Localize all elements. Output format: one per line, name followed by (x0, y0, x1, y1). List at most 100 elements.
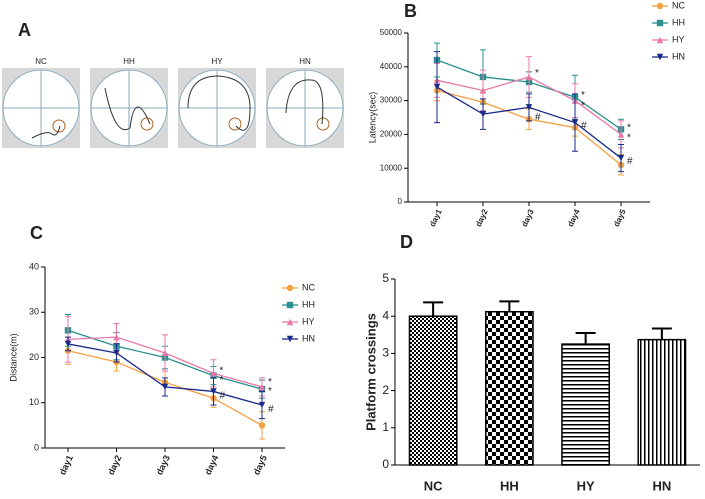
panel-label: C (30, 223, 43, 243)
error-bar (651, 327, 672, 340)
legend-label: NC (672, 0, 685, 10)
annotation: * (268, 377, 272, 388)
y-tick-label: 20000 (380, 130, 403, 139)
panel-title: HY (211, 57, 223, 66)
y-tick-label: 4 (382, 308, 389, 322)
marker (258, 383, 266, 391)
panel-label: A (18, 20, 31, 40)
x-tick-label: day4 (566, 207, 582, 228)
x-tick-label: day3 (520, 207, 536, 228)
panel-label: B (404, 1, 417, 21)
marker (258, 422, 266, 429)
panel-title: NC (35, 57, 47, 66)
x-tick-label: HN (652, 478, 671, 493)
y-tick-label: 0 (34, 442, 39, 452)
y-axis-label: Distance(m) (8, 333, 18, 382)
annotation: # (220, 391, 226, 402)
marker (161, 349, 169, 357)
x-tick-label: day1 (57, 454, 75, 477)
annotation: # (581, 121, 587, 132)
marker (525, 73, 533, 81)
panel-label: D (400, 232, 413, 252)
x-tick-label: day5 (612, 207, 628, 228)
annotation: * (581, 90, 585, 101)
y-tick-label: 30 (29, 307, 39, 317)
annotation: * (627, 122, 631, 133)
x-tick-label: day5 (251, 454, 269, 477)
annotation: * (627, 132, 631, 143)
annotation: # (627, 156, 633, 167)
panel-title: HH (123, 57, 135, 66)
legend-label: NC (302, 282, 315, 292)
y-axis-label: Latency(sec) (367, 92, 377, 144)
annotation: * (581, 100, 585, 111)
x-tick-label: NC (424, 478, 443, 493)
marker (210, 388, 217, 395)
x-tick-label: day1 (428, 207, 444, 228)
bar (408, 315, 458, 466)
annotation: * (535, 68, 539, 79)
marker (210, 370, 217, 377)
marker (479, 110, 487, 118)
marker (286, 284, 294, 292)
y-tick-label: 40 (29, 261, 39, 271)
bar (561, 343, 611, 466)
x-tick-label: day4 (203, 454, 221, 477)
marker (656, 36, 664, 44)
y-tick-label: 1 (382, 420, 389, 434)
annotation: * (220, 375, 224, 386)
legend-label: HH (302, 299, 315, 309)
annotation: * (220, 366, 224, 377)
annotation: # (268, 404, 274, 415)
marker (656, 19, 664, 27)
legend-label: HH (672, 17, 685, 27)
y-tick-label: 0 (398, 197, 403, 206)
legend-label: HY (672, 34, 685, 44)
marker (113, 349, 120, 357)
y-tick-label: 10 (29, 397, 39, 407)
x-tick-label: day3 (154, 454, 172, 477)
y-axis-label: Platform crossings (363, 313, 378, 431)
error-bar (423, 301, 444, 317)
annotation: * (268, 386, 272, 397)
legend-label: HY (302, 316, 315, 326)
marker (64, 340, 72, 348)
marker (258, 401, 266, 409)
y-tick-label: 40000 (380, 62, 403, 71)
y-tick-label: 2 (382, 383, 389, 397)
annotation: # (535, 112, 541, 123)
marker (656, 2, 664, 10)
bar (637, 338, 687, 466)
error-bar (575, 331, 596, 345)
error-bar (499, 300, 520, 312)
y-tick-label: 20 (29, 352, 39, 362)
bar (484, 310, 534, 466)
marker (571, 119, 579, 126)
x-tick-label: day2 (106, 454, 124, 477)
swim-paths (2, 68, 344, 148)
y-tick-label: 5 (382, 271, 389, 285)
y-tick-label: 0 (382, 457, 389, 471)
y-tick-label: 30000 (380, 96, 403, 105)
marker (617, 154, 625, 162)
panel-title: HN (299, 57, 311, 66)
y-tick-label: 10000 (380, 163, 403, 172)
marker (161, 383, 169, 391)
legend-label: HN (672, 51, 685, 61)
marker (286, 335, 294, 343)
y-tick-label: 50000 (380, 28, 403, 37)
marker (433, 83, 441, 91)
x-tick-label: day2 (474, 207, 490, 228)
marker (286, 301, 294, 309)
legend-label: HN (302, 333, 315, 343)
marker (656, 53, 664, 61)
marker (617, 131, 625, 138)
y-tick-label: 3 (382, 346, 389, 360)
x-tick-label: HY (577, 478, 595, 493)
x-tick-label: HH (500, 478, 519, 493)
marker (525, 104, 533, 111)
marker (286, 318, 294, 326)
marker (479, 87, 487, 94)
marker (113, 333, 120, 341)
